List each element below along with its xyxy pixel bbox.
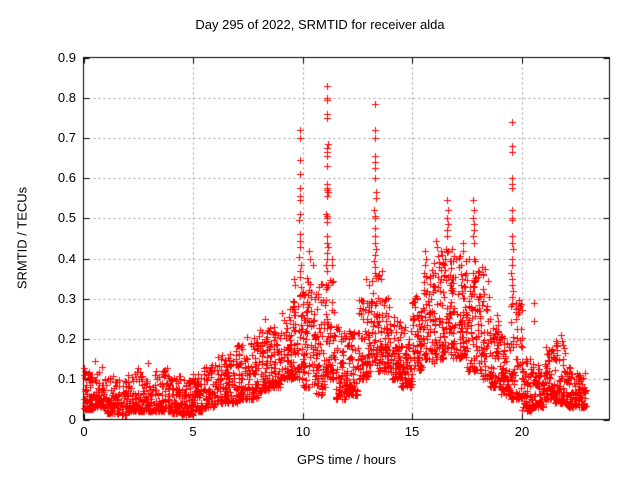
y-tick-label: 0.8: [57, 90, 76, 105]
y-tick-label: 0.1: [57, 371, 76, 386]
y-tick-label: 0.7: [57, 130, 76, 145]
x-tick-label: 5: [189, 424, 197, 439]
x-tick-label: 15: [404, 424, 420, 439]
y-tick-label: 0.6: [57, 170, 76, 185]
x-tick-label: 10: [295, 424, 311, 439]
y-tick-label: 0.3: [57, 291, 76, 306]
y-tick-label: 0: [68, 412, 76, 427]
x-tick-label: 0: [80, 424, 88, 439]
x-axis-label: GPS time / hours: [297, 452, 396, 467]
y-axis-label: SRMTID / TECUs: [14, 186, 30, 290]
y-tick-label: 0.4: [57, 251, 76, 266]
x-tick-label: 20: [514, 424, 530, 439]
y-tick-label: 0.5: [57, 210, 76, 225]
y-tick-label: 0.9: [57, 50, 76, 65]
chart-title: Day 295 of 2022, SRMTID for receiver ald…: [195, 17, 445, 32]
y-tick-label: 0.2: [57, 331, 76, 346]
